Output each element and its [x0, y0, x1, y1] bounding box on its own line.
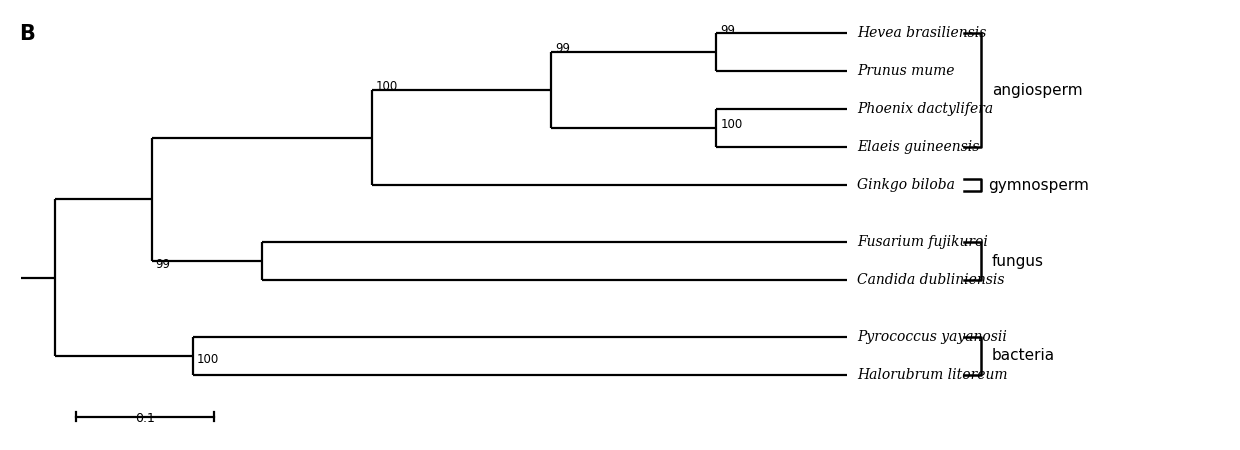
Text: 100: 100 [376, 81, 398, 94]
Text: Candida dubliniensis: Candida dubliniensis [857, 273, 1004, 287]
Text: 100: 100 [197, 353, 219, 366]
Text: Phoenix dactylifera: Phoenix dactylifera [857, 102, 993, 117]
Text: Halorubrum litoreum: Halorubrum litoreum [857, 368, 1007, 382]
Text: 99: 99 [720, 23, 735, 36]
Text: Pyrococcus yayanosii: Pyrococcus yayanosii [857, 330, 1007, 344]
Text: Hevea brasiliensis: Hevea brasiliensis [857, 27, 986, 40]
Text: B: B [19, 24, 35, 45]
Text: 99: 99 [556, 42, 570, 55]
Text: angiosperm: angiosperm [992, 83, 1083, 98]
Text: Elaeis guineensis: Elaeis guineensis [857, 140, 980, 154]
Text: Ginkgo biloba: Ginkgo biloba [857, 178, 955, 192]
Text: Prunus mume: Prunus mume [857, 64, 955, 78]
Text: fungus: fungus [992, 253, 1044, 269]
Text: 100: 100 [720, 118, 743, 131]
Text: bacteria: bacteria [992, 348, 1055, 363]
Text: 99: 99 [156, 258, 171, 271]
Text: gymnosperm: gymnosperm [988, 178, 1089, 193]
Text: 0.1: 0.1 [135, 412, 155, 425]
Text: Fusarium fujikuroi: Fusarium fujikuroi [857, 235, 988, 249]
